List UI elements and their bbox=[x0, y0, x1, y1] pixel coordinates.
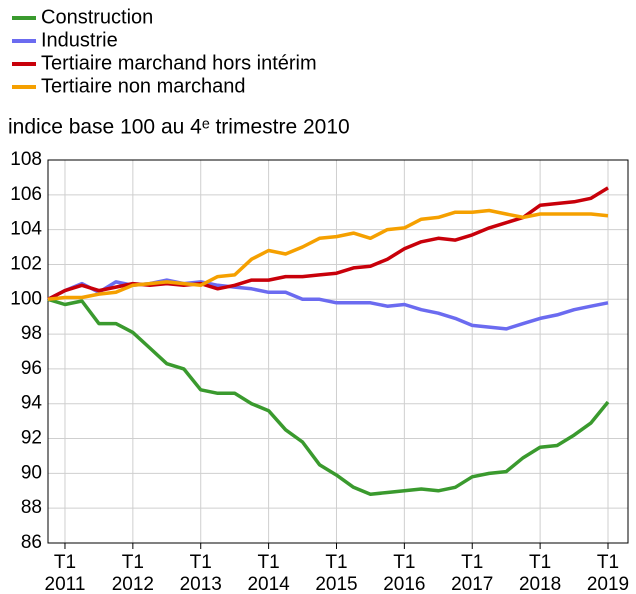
y-tick-label: 92 bbox=[21, 428, 42, 449]
plot-frame bbox=[47, 159, 629, 544]
legend-label: Industrie bbox=[41, 29, 118, 51]
legend-label: Tertiaire non marchand bbox=[41, 75, 246, 97]
y-tick-label: 106 bbox=[10, 184, 42, 205]
y-tick-label: 100 bbox=[10, 288, 42, 309]
x-tick-label: T1 2014 bbox=[247, 552, 290, 594]
y-tick-label: 104 bbox=[10, 219, 42, 240]
y-tick-label: 96 bbox=[21, 358, 42, 379]
x-tick-label: T1 2019 bbox=[587, 552, 629, 594]
x-tick-label: T1 2017 bbox=[451, 552, 493, 594]
data-line bbox=[47, 297, 610, 497]
y-tick-label: 102 bbox=[10, 253, 42, 274]
data-line bbox=[47, 186, 609, 301]
x-tick-label: T1 2015 bbox=[315, 552, 357, 594]
y-tick-label: 86 bbox=[21, 532, 42, 553]
y-tick-label: 88 bbox=[21, 497, 42, 518]
y-tick-label: 90 bbox=[21, 462, 42, 483]
chart-subtitle: indice base 100 au 4ᵉ trimestre 2010 bbox=[8, 116, 350, 139]
x-tick-label: T1 2013 bbox=[180, 552, 222, 594]
y-tick-label: 108 bbox=[10, 149, 42, 170]
legend-label: Tertiaire marchand hors intérim bbox=[41, 52, 317, 74]
x-tick-label: T1 2011 bbox=[45, 552, 86, 594]
x-tick-label: T1 2012 bbox=[112, 552, 154, 594]
y-tick-label: 98 bbox=[21, 323, 42, 344]
legend-label: Construction bbox=[41, 6, 153, 28]
y-tick-label: 94 bbox=[21, 393, 43, 414]
x-tick-label: T1 2016 bbox=[383, 552, 425, 594]
x-tick-label: T1 2018 bbox=[519, 552, 561, 594]
data-line bbox=[47, 208, 609, 302]
